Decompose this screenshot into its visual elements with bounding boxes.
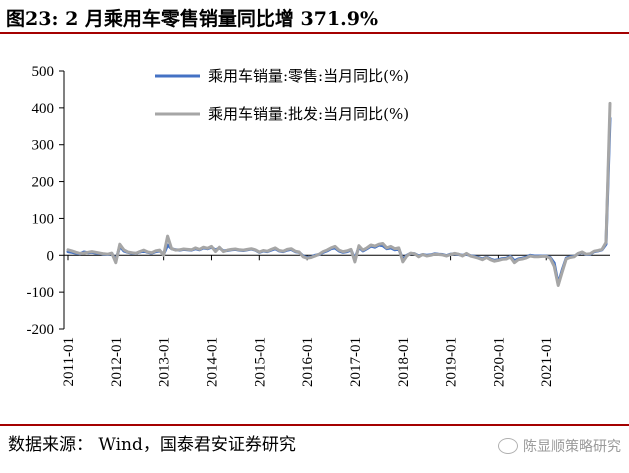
wechat-icon bbox=[498, 438, 518, 454]
x-axis: 2011-01 2012-01 2013-01 2014-01 2015-01 2016-… bbox=[61, 254, 610, 387]
chart-title: 图23: 2 月乘用车零售销量同比增 371.9% bbox=[6, 8, 379, 30]
x-tick-label: 2012-01 bbox=[109, 337, 125, 387]
series-layer bbox=[66, 101, 612, 287]
title-divider bbox=[0, 32, 629, 34]
x-tick-label: 2019-01 bbox=[444, 337, 460, 387]
x-tick-label: 2016-01 bbox=[300, 337, 316, 387]
y-tick-label: -200 bbox=[27, 322, 55, 338]
legend-label-retail: 乘用车销量:零售:当月同比(%) bbox=[208, 67, 409, 85]
watermark-text: 陈显顺策略研究 bbox=[523, 439, 621, 455]
x-tick-label: 2015-01 bbox=[252, 337, 268, 387]
x-tick-label: 2014-01 bbox=[204, 337, 220, 387]
x-tick-label: 2020-01 bbox=[491, 337, 507, 387]
y-tick-label: 300 bbox=[32, 138, 55, 154]
x-tick-label: 2018-01 bbox=[396, 337, 412, 387]
y-tick-label: 0 bbox=[47, 248, 55, 264]
x-tick-label: 2011-01 bbox=[61, 337, 77, 386]
footer-divider bbox=[0, 424, 629, 426]
y-tick-label: 200 bbox=[32, 175, 55, 191]
y-tick-label: -100 bbox=[27, 285, 55, 301]
series-line-retail bbox=[66, 116, 612, 286]
y-tick-label: 400 bbox=[32, 101, 55, 117]
x-tick-label: 2017-01 bbox=[348, 337, 364, 387]
x-tick-label: 2013-01 bbox=[157, 337, 173, 387]
watermark: 陈显顺策略研究 bbox=[498, 436, 621, 456]
x-tick-label: 2021-01 bbox=[539, 337, 555, 387]
source-note: 数据来源： Wind，国泰君安证券研究 bbox=[8, 435, 296, 455]
y-axis: 500 400 300 200 100 0 -100 -200 bbox=[27, 64, 65, 338]
y-tick-label: 500 bbox=[32, 64, 55, 80]
series-line-wholesale bbox=[66, 101, 612, 287]
y-tick-label: 100 bbox=[32, 211, 55, 227]
legend: 乘用车销量:零售:当月同比(%) 乘用车销量:批发:当月同比(%) bbox=[155, 67, 409, 123]
legend-label-wholesale: 乘用车销量:批发:当月同比(%) bbox=[208, 105, 409, 123]
